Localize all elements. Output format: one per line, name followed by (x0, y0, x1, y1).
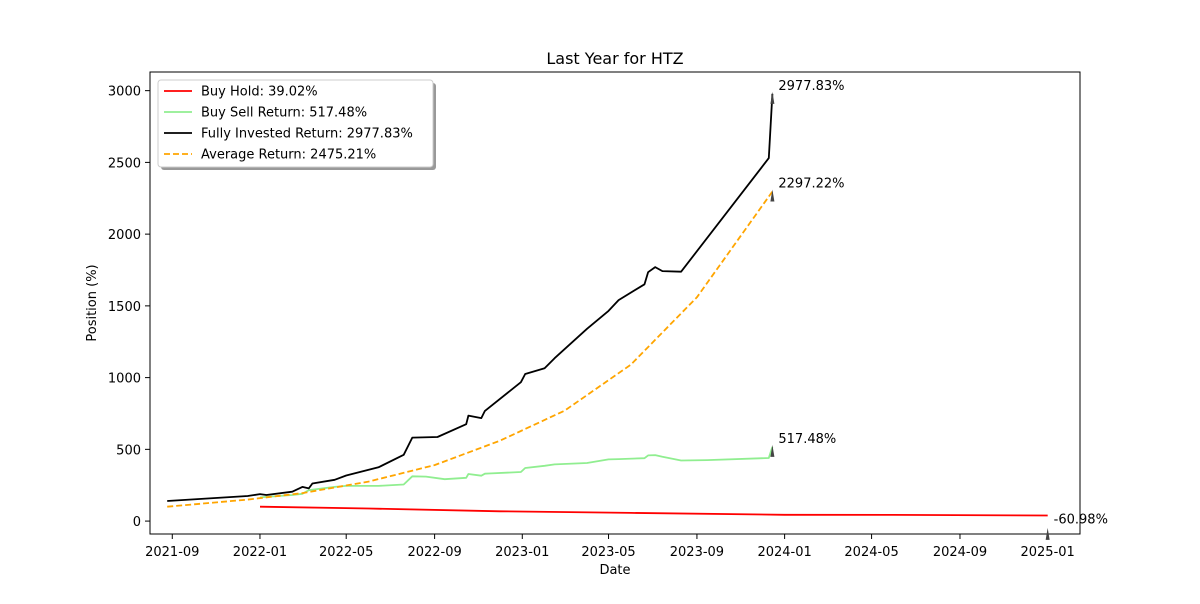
annotation-arrow (770, 189, 775, 202)
series-layer (167, 93, 1048, 517)
chart-title: Last Year for HTZ (546, 49, 683, 68)
y-tick-label: 0 (133, 515, 141, 530)
x-tick-label: 2023-09 (670, 545, 724, 560)
x-axis-label: Date (599, 563, 630, 578)
y-tick-label: 500 (116, 443, 141, 458)
series-line-3 (167, 190, 774, 508)
y-axis-label: Position (%) (85, 264, 100, 341)
plot-area (149, 71, 1081, 535)
y-tick-label: 3000 (108, 85, 141, 100)
legend-label: Buy Sell Return: 517.48% (201, 106, 367, 121)
y-tick-label: 1500 (108, 300, 141, 315)
annotation-label: 2977.83% (778, 79, 844, 94)
legend-box (157, 79, 434, 168)
x-tick-label: 2022-01 (233, 545, 287, 560)
legend: Buy Hold: 39.02% Buy Sell Return: 517.48%… (157, 79, 436, 170)
x-tick-label: 2024-09 (933, 545, 987, 560)
x-tick-label: 2024-05 (844, 545, 898, 560)
annotation-label: 2297.22% (778, 176, 844, 191)
annotation-label: -60.98% (1054, 512, 1108, 527)
plot-frame (149, 71, 1081, 535)
series-line-2 (167, 93, 774, 502)
annotation-layer: 2977.83% 2297.22% 517.48% -60.98% (770, 79, 1108, 540)
x-tick-label: 2022-09 (407, 545, 461, 560)
annotation-arrow (1045, 527, 1050, 540)
y-axis: 0 500 1000 1500 2000 2500 3000 (108, 85, 150, 530)
x-tick-label: 2024-01 (757, 545, 811, 560)
y-tick-label: 2000 (108, 228, 141, 243)
x-axis: 2021-09 2022-01 2022-05 2022-09 2023-01 2023-… (145, 534, 1075, 560)
series-line-0 (259, 505, 1048, 517)
annotation-arrow (770, 444, 775, 457)
legend-label: Average Return: 2475.21% (201, 148, 376, 163)
annotation-label: 517.48% (778, 432, 836, 447)
y-tick-label: 1000 (108, 372, 141, 387)
annotation-arrow (770, 91, 775, 104)
x-tick-label: 2022-05 (319, 545, 373, 560)
legend-label: Buy Hold: 39.02% (201, 85, 318, 100)
x-tick-label: 2023-01 (495, 545, 549, 560)
legend-label: Fully Invested Return: 2977.83% (201, 127, 413, 142)
y-tick-label: 2500 (108, 156, 141, 171)
x-tick-label: 2021-09 (145, 545, 199, 560)
x-tick-label: 2023-05 (581, 545, 635, 560)
x-tick-label: 2025-01 (1020, 545, 1074, 560)
